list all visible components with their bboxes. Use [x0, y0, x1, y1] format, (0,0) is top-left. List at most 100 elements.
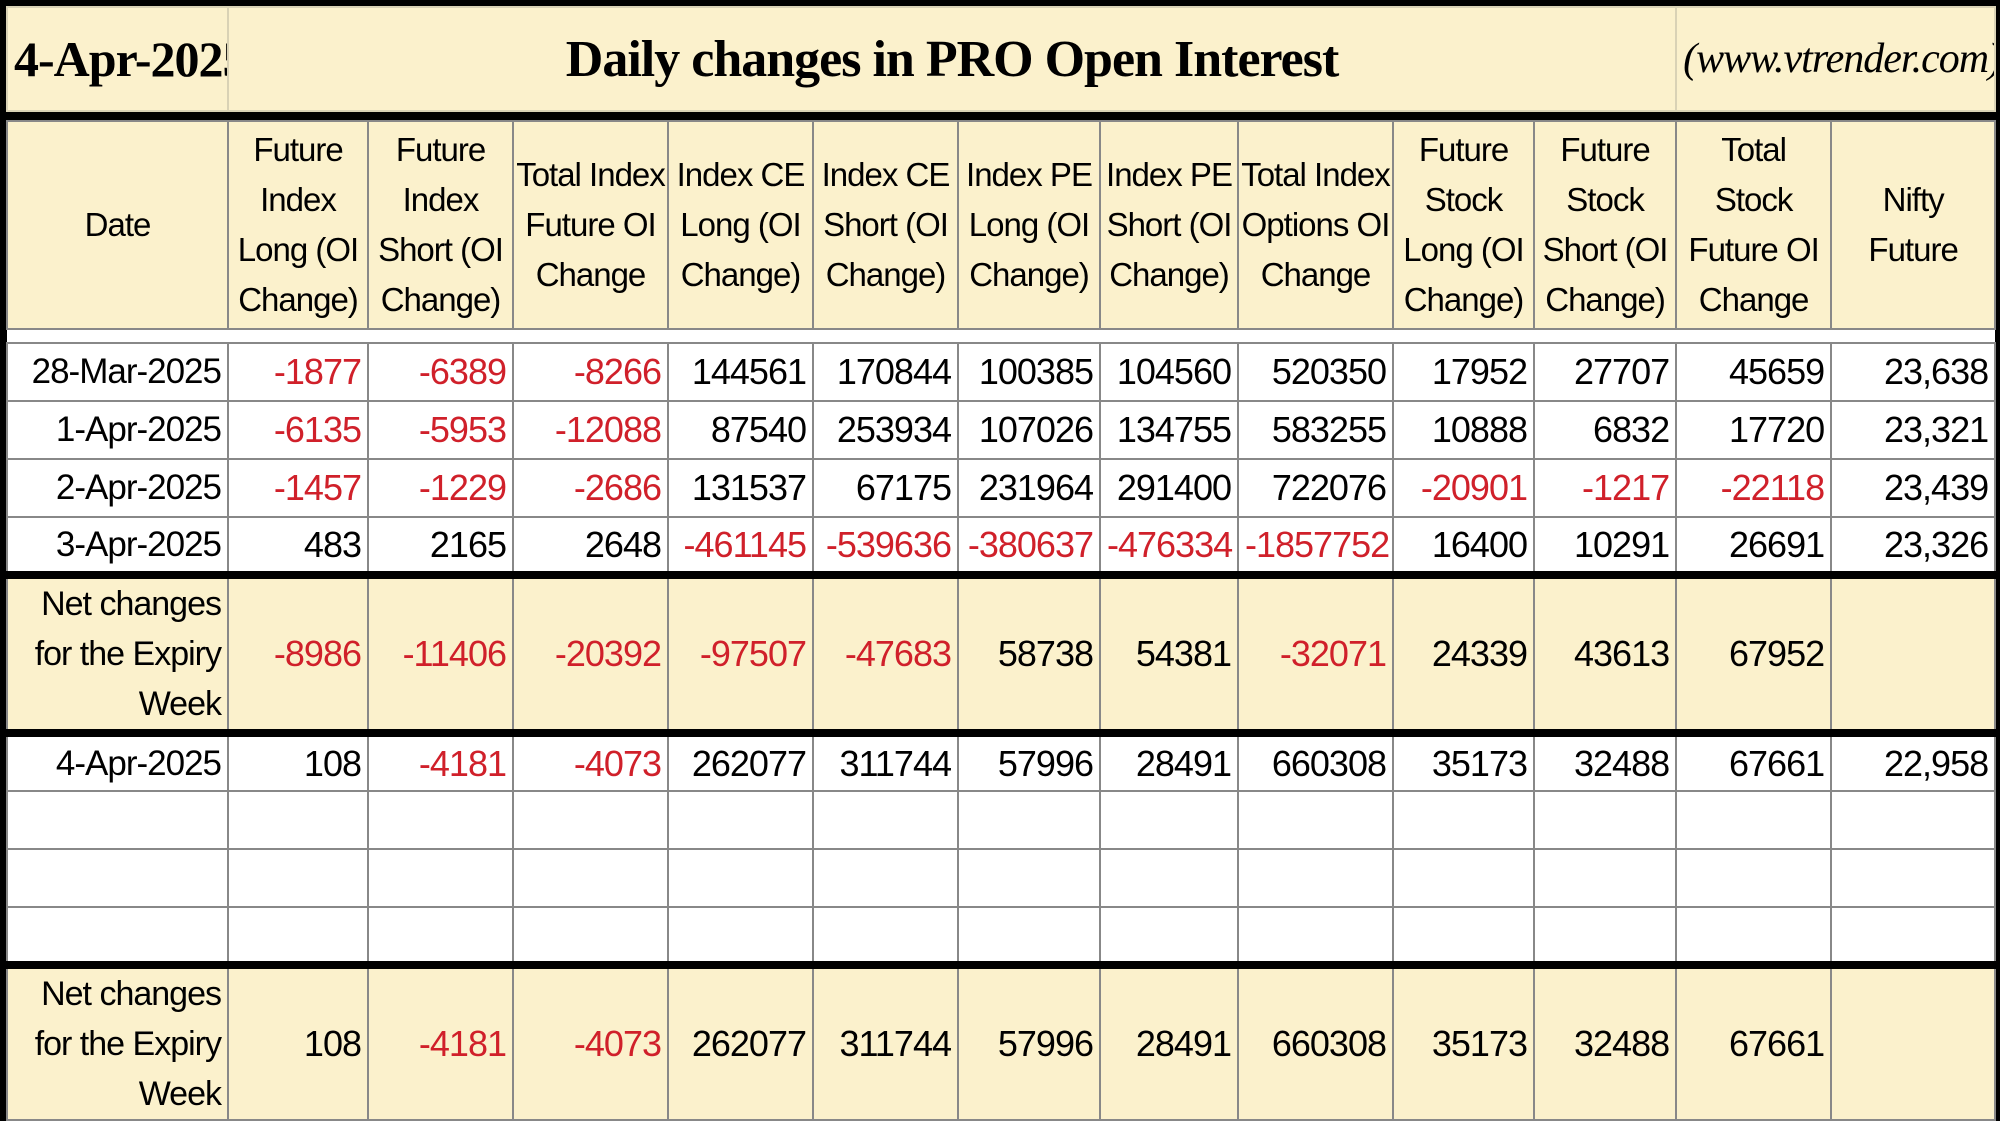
value-cell: -539636 — [812, 516, 959, 576]
col-header-total-index-options: Total Index Options OI Change — [1237, 120, 1394, 330]
table-row: 3-Apr-2025 483 2165 2648 -461145 -539636 -3806… — [6, 516, 1997, 576]
value-cell: 722076 — [1237, 458, 1394, 518]
value-cell: -1857752 — [1237, 516, 1394, 576]
report-date: 4-Apr-2025 — [6, 6, 229, 112]
value-cell: 231964 — [957, 458, 1101, 518]
value-cell: 520350 — [1237, 342, 1394, 402]
value-cell: 10888 — [1392, 400, 1535, 460]
value-cell: 262077 — [667, 729, 814, 792]
value-cell: 660308 — [1237, 729, 1394, 792]
value-cell: 100385 — [957, 342, 1101, 402]
page-title: Daily changes in PRO Open Interest — [226, 6, 1678, 112]
row-date: 4-Apr-2025 — [6, 729, 229, 792]
col-header-pe-short: Index PE Short (OI Change) — [1099, 120, 1239, 330]
value-cell: -97507 — [667, 571, 814, 734]
value-cell: 6832 — [1532, 400, 1678, 460]
net-changes-row-2: Net changes for the Expiry Week 108 -4181… — [6, 961, 1997, 1121]
table-row: 28-Mar-2025 -1877 -6389 -8266 144561 170844 10… — [6, 342, 1997, 402]
col-header-fi-long: Future Index Long (OI Change) — [227, 120, 369, 330]
value-cell: -12088 — [512, 400, 669, 460]
value-cell: -6389 — [367, 342, 514, 402]
value-cell: 2165 — [367, 516, 514, 576]
value-cell: 311744 — [812, 729, 959, 792]
value-cell: 67952 — [1675, 571, 1833, 734]
value-cell: -32071 — [1237, 571, 1394, 734]
value-cell: -4073 — [512, 729, 669, 792]
value-cell: 45659 — [1675, 342, 1833, 402]
value-cell: -2686 — [512, 458, 669, 518]
value-cell: 28491 — [1099, 961, 1239, 1121]
table-row: 4-Apr-2025 108 -4181 -4073 262077 311744 5799… — [6, 729, 1997, 792]
value-cell: 67175 — [812, 458, 959, 518]
value-cell: 104560 — [1099, 342, 1239, 402]
value-cell: 17720 — [1675, 400, 1833, 460]
value-cell: 131537 — [667, 458, 814, 518]
value-cell: -6135 — [227, 400, 369, 460]
value-cell: 108 — [227, 729, 369, 792]
report-frame: 4-Apr-2025 Daily changes in PRO Open Int… — [6, 6, 1997, 1121]
col-header-total-stock-future: Total Stock Future OI Change — [1675, 120, 1833, 330]
row-date: 28-Mar-2025 — [6, 342, 229, 402]
value-cell: -8266 — [512, 342, 669, 402]
value-cell: -476334 — [1099, 516, 1239, 576]
value-cell: 28491 — [1099, 729, 1239, 792]
value-cell: 311744 — [812, 961, 959, 1121]
value-cell: 10291 — [1532, 516, 1678, 576]
value-cell: 67661 — [1675, 961, 1833, 1121]
net-label: Net changes for the Expiry Week — [6, 571, 229, 734]
value-cell: 26691 — [1675, 516, 1833, 576]
value-cell: 23,439 — [1830, 458, 1997, 518]
value-cell: 54381 — [1099, 571, 1239, 734]
value-cell: 170844 — [812, 342, 959, 402]
col-header-fi-short: Future Index Short (OI Change) — [367, 120, 514, 330]
value-cell: 134755 — [1099, 400, 1239, 460]
separator — [7, 111, 1996, 121]
pro-oi-table: 4-Apr-2025 Daily changes in PRO Open Int… — [6, 6, 1997, 1121]
daily-rows: 28-Mar-2025 -1877 -6389 -8266 144561 170844 10… — [6, 342, 1997, 576]
value-cell: 23,326 — [1830, 516, 1997, 576]
value-cell: 57996 — [957, 729, 1101, 792]
row-date: 1-Apr-2025 — [6, 400, 229, 460]
value-cell: 67661 — [1675, 729, 1833, 792]
value-cell: 262077 — [667, 961, 814, 1121]
value-cell — [1830, 571, 1997, 734]
value-cell: 24339 — [1392, 571, 1535, 734]
header-row: Date Future Index Long (OI Change) Futur… — [6, 120, 1997, 330]
value-cell: 35173 — [1392, 961, 1535, 1121]
value-cell: -20901 — [1392, 458, 1535, 518]
value-cell: -20392 — [512, 571, 669, 734]
value-cell: -4181 — [367, 961, 514, 1121]
value-cell: 108 — [227, 961, 369, 1121]
value-cell: 660308 — [1237, 961, 1394, 1121]
value-cell: 17952 — [1392, 342, 1535, 402]
value-cell: 22,958 — [1830, 729, 1997, 792]
value-cell: -22118 — [1675, 458, 1833, 518]
value-cell: 32488 — [1532, 729, 1678, 792]
col-header-ce-long: Index CE Long (OI Change) — [667, 120, 814, 330]
col-header-pe-long: Index PE Long (OI Change) — [957, 120, 1101, 330]
value-cell: -461145 — [667, 516, 814, 576]
col-header-date: Date — [6, 120, 229, 330]
row-date: 2-Apr-2025 — [6, 458, 229, 518]
value-cell: 2648 — [512, 516, 669, 576]
value-cell: 107026 — [957, 400, 1101, 460]
value-cell: 57996 — [957, 961, 1101, 1121]
value-cell: -1217 — [1532, 458, 1678, 518]
value-cell: 87540 — [667, 400, 814, 460]
col-header-total-index-future: Total Index Future OI Change — [512, 120, 669, 330]
value-cell: -4073 — [512, 961, 669, 1121]
table-row: 2-Apr-2025 -1457 -1229 -2686 131537 67175 2319… — [6, 458, 1997, 518]
value-cell: 23,321 — [1830, 400, 1997, 460]
value-cell: 43613 — [1532, 571, 1678, 734]
value-cell: -5953 — [367, 400, 514, 460]
value-cell: 58738 — [957, 571, 1101, 734]
value-cell: -1457 — [227, 458, 369, 518]
col-header-fs-short: Future Stock Short (OI Change) — [1532, 120, 1678, 330]
empty-row — [6, 906, 1997, 966]
value-cell: 483 — [227, 516, 369, 576]
value-cell: 23,638 — [1830, 342, 1997, 402]
value-cell: 32488 — [1532, 961, 1678, 1121]
value-cell: -4181 — [367, 729, 514, 792]
value-cell: -8986 — [227, 571, 369, 734]
value-cell: -1229 — [367, 458, 514, 518]
